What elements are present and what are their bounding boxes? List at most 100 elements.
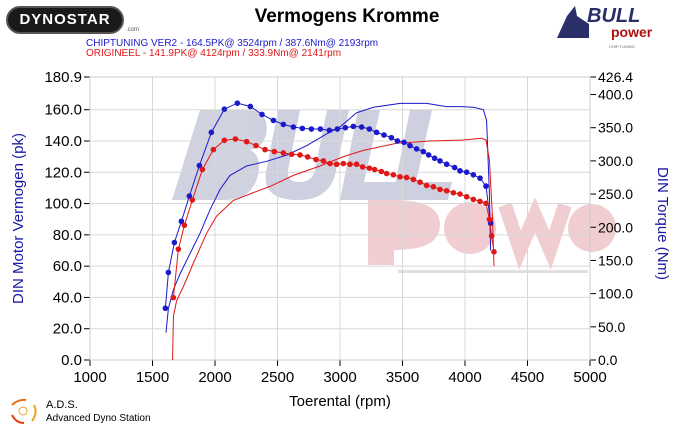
data-point xyxy=(483,200,489,207)
data-point xyxy=(262,146,268,153)
data-point xyxy=(347,161,353,168)
y-tick-label: 140.0 xyxy=(44,133,82,150)
x-tick-label: 2500 xyxy=(261,369,294,386)
data-point xyxy=(401,139,407,146)
y2-tick-label: 200.0 xyxy=(598,219,633,235)
watermark-chip-tuning-bar xyxy=(398,270,588,273)
data-point xyxy=(483,183,489,189)
data-point xyxy=(437,186,443,193)
watermark-letter-l xyxy=(340,110,400,200)
y-tick-label: 120.0 xyxy=(44,164,82,181)
data-point xyxy=(450,189,457,196)
data-point xyxy=(410,176,417,183)
data-point xyxy=(383,170,390,177)
data-point xyxy=(366,126,373,132)
data-point xyxy=(407,142,413,149)
x-tick-label: 3000 xyxy=(323,369,356,386)
ads-logo-icon xyxy=(11,398,37,424)
y-tick-label: 60.0 xyxy=(53,258,82,275)
y-tick-label: 160.0 xyxy=(44,102,82,119)
bullpower-watermark xyxy=(172,110,616,273)
data-point xyxy=(420,148,427,155)
data-point xyxy=(243,138,250,145)
data-point xyxy=(259,111,265,118)
data-point xyxy=(178,218,185,225)
bull-icon xyxy=(557,6,589,38)
data-point xyxy=(247,103,254,110)
y-tick-label: 20.0 xyxy=(53,321,82,338)
data-point xyxy=(463,169,470,175)
y2-tick-label: 100.0 xyxy=(598,286,633,302)
series-line-0 xyxy=(165,102,492,333)
y-tick-label: 0.0 xyxy=(61,352,82,369)
logo-chip-tuning-text: CHIP TUNING xyxy=(609,44,635,49)
dynostar-logo: DYNOSTAR xyxy=(6,6,124,34)
ads-brand: A.D.S. xyxy=(46,399,78,411)
data-point xyxy=(165,269,172,276)
y2-tick-label: 350.0 xyxy=(598,120,633,136)
data-point xyxy=(477,198,483,205)
data-point xyxy=(388,134,395,141)
data-point xyxy=(366,165,373,171)
data-point xyxy=(175,246,182,252)
data-point xyxy=(221,106,228,112)
x-tick-label: 3500 xyxy=(386,369,419,386)
legend-item-origineel: ORIGINEEL - 141.9PK@ 4124rpm / 333.9Nm@ … xyxy=(86,48,342,59)
data-point xyxy=(270,117,277,124)
data-point xyxy=(170,294,177,301)
data-point xyxy=(299,125,306,132)
data-point xyxy=(340,160,347,167)
data-point xyxy=(431,155,438,162)
x-tick-label: 4000 xyxy=(448,369,481,386)
data-point xyxy=(451,164,458,171)
data-point xyxy=(342,124,349,131)
data-point xyxy=(397,174,403,180)
y2-tick-label: 400.0 xyxy=(598,87,633,103)
data-point xyxy=(373,129,380,136)
data-point xyxy=(234,100,241,106)
data-point xyxy=(189,197,196,203)
data-point xyxy=(477,175,483,181)
watermark-letter-o xyxy=(444,202,496,254)
data-point xyxy=(181,222,188,229)
data-point xyxy=(280,121,287,128)
plot-frame xyxy=(89,76,591,361)
y2-tick-label: 250.0 xyxy=(598,186,633,202)
data-point xyxy=(304,154,311,160)
watermark-letter-p xyxy=(368,200,440,265)
data-point xyxy=(297,152,303,158)
y2-tick-label: 426.4 xyxy=(598,69,633,85)
y2-tick-label: 150.0 xyxy=(598,252,633,268)
data-point xyxy=(413,146,420,152)
x-tick-label: 4500 xyxy=(511,369,544,386)
y-tick-label: 180.9 xyxy=(44,69,82,86)
data-point xyxy=(381,132,387,138)
data-point xyxy=(186,193,193,199)
data-point xyxy=(313,156,319,163)
data-point xyxy=(334,126,341,132)
chart-title: Vermogens Kromme xyxy=(254,6,440,27)
watermark-letter-w xyxy=(498,197,572,270)
bullpower-logo: BULL power CHIP TUNING xyxy=(557,5,653,49)
data-point xyxy=(443,187,450,194)
data-point xyxy=(486,216,493,223)
data-point xyxy=(280,150,287,156)
data-point xyxy=(470,172,477,178)
data-point xyxy=(288,151,295,158)
data-point xyxy=(443,161,450,168)
data-point xyxy=(430,183,437,190)
series-line-1 xyxy=(172,137,495,361)
y2-tick-label: 0.0 xyxy=(598,352,618,368)
data-point xyxy=(320,158,327,164)
y2-tick-label: 300.0 xyxy=(598,153,633,169)
watermark-letter-e xyxy=(568,204,616,252)
data-point xyxy=(417,179,423,185)
data-point xyxy=(359,164,366,170)
dynostar-logo-suffix: .com xyxy=(126,27,140,33)
data-point xyxy=(470,196,477,203)
x-tick-label: 1500 xyxy=(136,369,169,386)
data-point xyxy=(162,305,169,312)
y-axis-label: DIN Motor Vermogen (pk) xyxy=(10,133,27,304)
data-point xyxy=(457,191,463,197)
